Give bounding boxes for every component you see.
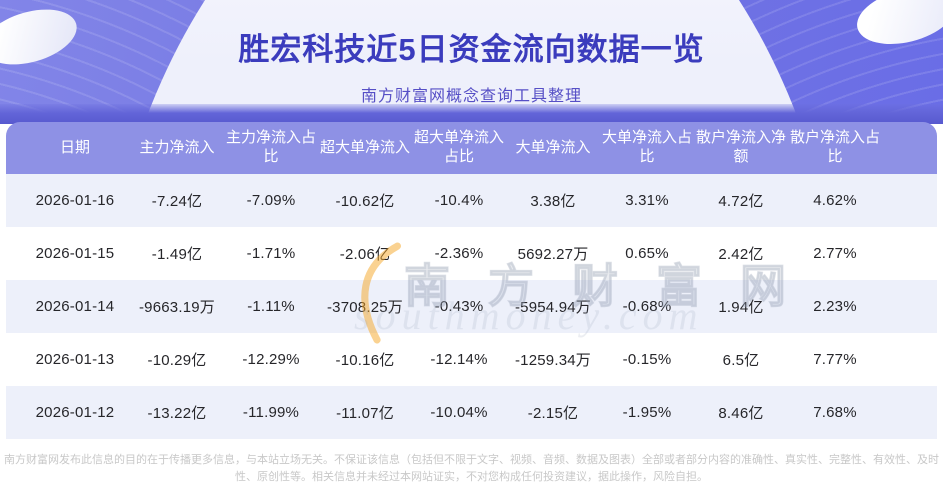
- table-cell: -9663.19万: [138, 299, 216, 316]
- table-cell: -1259.34万: [514, 352, 592, 369]
- table-cell: 2026-01-16: [35, 192, 115, 209]
- column-header-large-net-inflow: 大单净流入: [515, 138, 591, 156]
- table-cell: -7.24亿: [151, 193, 203, 210]
- table-cell: -13.22亿: [147, 405, 207, 422]
- decor-dark-strip: [0, 104, 943, 124]
- table-row: 2026-01-15 -1.49亿 -1.71% -2.06亿 -2.36% 5…: [6, 227, 937, 280]
- table-cell: -7.09%: [246, 192, 296, 209]
- table-cell: -2.06亿: [339, 246, 391, 263]
- table-cell: 2026-01-14: [35, 298, 115, 315]
- column-header-date: 日期: [59, 138, 90, 156]
- table-row: 2026-01-14 -9663.19万 -1.11% -3708.25万 -0…: [6, 280, 937, 333]
- column-header-large-net-inflow-pct: 大单净流入占比: [602, 129, 693, 165]
- column-header-main-net-inflow: 主力净流入: [139, 138, 215, 156]
- table-cell: 3.38亿: [530, 193, 576, 210]
- disclaimer-text: 南方财富网发布此信息的目的在于传播更多信息，与本站立场无关。不保证该信息（包括但…: [4, 454, 939, 483]
- table-row: 2026-01-12 -13.22亿 -11.99% -11.07亿 -10.0…: [6, 386, 937, 439]
- column-header-main-net-inflow-pct: 主力净流入占比: [226, 129, 317, 165]
- data-table-card: 日期 主力净流入 主力净流入占比 超大单净流入 超大单净流入占比 大单净流入 大…: [6, 122, 937, 439]
- table-cell: -0.68%: [622, 298, 672, 315]
- table-cell: -0.43%: [434, 298, 484, 315]
- column-header-super-large-net-inflow: 超大单净流入: [320, 138, 411, 156]
- table-cell: 7.77%: [813, 351, 857, 368]
- table-cell: -2.15亿: [527, 405, 579, 422]
- page-title: 胜宏科技近5日资金流向数据一览: [238, 32, 705, 67]
- table-cell: 2026-01-13: [35, 351, 115, 368]
- table-cell: -1.95%: [622, 404, 672, 421]
- table-cell: 2026-01-15: [35, 245, 115, 262]
- table-cell: -0.15%: [622, 351, 672, 368]
- column-header-super-large-net-inflow-pct: 超大单净流入占比: [414, 129, 505, 165]
- table-cell: 4.62%: [813, 192, 857, 209]
- table-cell: -5954.94万: [514, 299, 592, 316]
- table-cell: -10.4%: [434, 192, 484, 209]
- table-cell: 5692.27万: [517, 246, 589, 263]
- table-header-row: 日期 主力净流入 主力净流入占比 超大单净流入 超大单净流入占比 大单净流入 大…: [6, 122, 937, 174]
- table-row: 2026-01-16 -7.24亿 -7.09% -10.62亿 -10.4% …: [6, 174, 937, 227]
- table-cell: 0.65%: [625, 245, 669, 262]
- table-cell: 1.94亿: [718, 299, 764, 316]
- table-cell: -10.62亿: [335, 193, 395, 210]
- table-cell: -12.14%: [430, 351, 488, 368]
- table-cell: -12.29%: [242, 351, 300, 368]
- header-background: [0, 0, 943, 124]
- table-cell: 7.68%: [813, 404, 857, 421]
- table-cell: -1.49亿: [151, 246, 203, 263]
- table-cell: -2.36%: [434, 245, 484, 262]
- title-block: 胜宏科技近5日资金流向数据一览 南方财富网概念查询工具整理: [0, 24, 943, 106]
- decor-white-blob: [92, 0, 852, 124]
- column-header-retail-net-inflow: 散户净流入净额: [696, 129, 787, 165]
- table-cell: -11.07亿: [336, 405, 394, 422]
- table-cell: -10.04%: [430, 404, 488, 421]
- table-cell: 2026-01-12: [35, 404, 115, 421]
- table-cell: -11.99%: [242, 404, 300, 421]
- page-subtitle: 南方财富网概念查询工具整理: [360, 88, 582, 105]
- table-cell: -3708.25万: [326, 299, 404, 316]
- table-cell: 2.23%: [813, 298, 857, 315]
- table-row: 2026-01-13 -10.29亿 -12.29% -10.16亿 -12.1…: [6, 333, 937, 386]
- table-cell: -10.29亿: [147, 352, 207, 369]
- table-cell: -10.16亿: [335, 352, 395, 369]
- table-cell: 3.31%: [625, 192, 669, 209]
- table-cell: 4.72亿: [718, 193, 764, 210]
- table-cell: 6.5亿: [722, 352, 760, 369]
- table-cell: 2.77%: [813, 245, 857, 262]
- table-cell: -1.11%: [247, 298, 295, 315]
- table-cell: 8.46亿: [718, 405, 764, 422]
- table-cell: 2.42亿: [718, 246, 764, 263]
- table-cell: -1.71%: [246, 245, 296, 262]
- column-header-retail-net-inflow-pct: 散户净流入占比: [790, 129, 881, 165]
